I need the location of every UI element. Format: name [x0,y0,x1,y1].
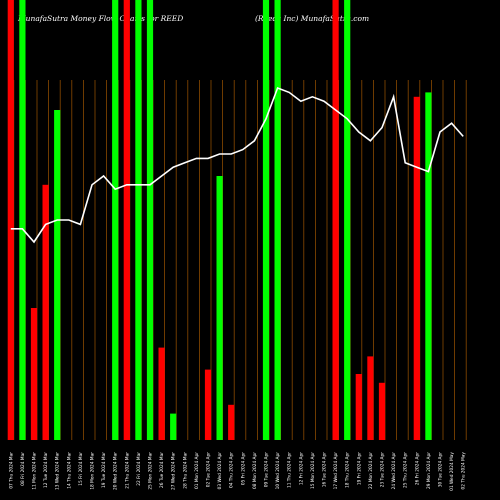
money-flow-bar [425,92,432,441]
x-tick-label: 19 Tue 2024 Mar [101,452,107,488]
x-tick-label: 20 Wed 2024 Mar [113,452,119,490]
money-flow-bar [332,0,339,440]
x-tick-label: 26 Tue 2024 Mar [159,452,165,488]
money-flow-bar [146,0,154,440]
x-tick-label: 25 Thu 2024 Apr [403,452,409,488]
x-tick-label: 22 Mon 2024 Apr [368,452,374,489]
money-flow-bar [158,347,165,440]
money-flow-bar [42,184,49,440]
money-flow-bar [216,176,223,440]
money-flow-bar [355,374,362,440]
x-tick-label: 11 Thu 2024 Apr [287,452,293,488]
x-tick-label: 17 Wed 2024 Apr [333,452,339,490]
x-tick-label: 04 Thu 2024 Apr [229,452,235,488]
x-tick-label: 26 Fri 2024 Apr [414,452,420,485]
money-flow-bar [54,110,61,440]
x-tick-label: 15 Mon 2024 Apr [310,452,316,489]
money-flow-bar [413,96,420,441]
x-tick-label: 28 Thu 2024 Mar [182,452,188,489]
x-tick-label: 02 Tue 2024 Apr [206,452,212,488]
money-flow-bar [30,308,38,440]
x-tick-label: 24 Wed 2024 Apr [391,452,397,490]
x-tick-label: 19 Fri 2024 Apr [356,452,362,485]
money-flow-bar [19,0,26,440]
chart-title-right: (Reeds Inc) MunafaSutra.com [255,14,370,23]
money-flow-bar [204,369,212,440]
money-flow-bar [344,0,351,440]
x-tick-label: 01 Mon 2024 Apr [194,452,200,489]
x-tick-label: 08 Mon 2024 Apr [252,452,258,489]
x-tick-label: 01 Wed 2024 May [449,452,455,491]
x-tick-label: 03 Wed 2024 Apr [217,452,223,490]
money-flow-bars [7,0,432,441]
trend-line-group [10,86,464,244]
x-tick-label: 11 Mon 2024 Mar [32,452,38,490]
x-tick-label: 12 Tue 2024 Mar [43,452,49,488]
x-tick-label: 14 Thu 2024 Mar [66,452,72,489]
x-tick-label: 29 Mon 2024 Apr [426,452,432,489]
grid-lines [13,80,467,440]
x-tick-label: 23 Tue 2024 Apr [380,452,386,488]
x-tick-label: 09 Tue 2024 Apr [264,452,270,488]
money-flow-bar [112,0,119,440]
x-tick-label: 07 Thu 2024 Mar [8,452,14,489]
money-flow-bar [123,0,130,440]
x-tick-label: 22 Fri 2024 Mar [136,452,142,486]
money-flow-bar [274,0,281,440]
money-flow-bar [170,413,177,440]
money-flow-bar [228,404,235,440]
x-axis-labels: 07 Thu 2024 Mar 08 Fri 2024 Mar 11 Mon 202… [8,452,466,491]
money-flow-bar [367,356,374,440]
money-flow-bar [7,0,14,440]
x-tick-label: 13 Wed 2024 Mar [55,452,61,490]
money-flow-bar [135,0,142,440]
x-tick-label: 15 Fri 2024 Mar [78,452,84,486]
x-tick-label: 16 Tue 2024 Apr [322,452,328,488]
x-tick-label: 10 Wed 2024 Apr [275,452,281,490]
chart-title-left: MunafaSutra Money Flow Charts for REED [18,14,184,23]
x-tick-label: 21 Thu 2024 Mar [124,452,130,489]
x-tick-label: 25 Mon 2024 Mar [148,452,154,490]
chart-title-row: MunafaSutra Money Flow Charts for REED (… [0,14,500,28]
x-tick-label: 02 Thu 2024 May [461,452,467,490]
x-tick-label: 12 Fri 2024 Apr [298,452,304,485]
money-flow-bar [378,382,386,440]
x-tick-label: 27 Wed 2024 Mar [171,452,177,490]
trend-line [10,86,464,244]
x-tick-label: 30 Tue 2024 Apr [438,452,444,488]
x-tick-label: 08 Fri 2024 Mar [20,452,26,486]
x-tick-label: 18 Thu 2024 Apr [345,452,351,488]
money-flow-bar [262,0,270,440]
x-tick-label: 05 Fri 2024 Apr [240,452,246,485]
x-tick-label: 18 Mon 2024 Mar [90,452,96,490]
